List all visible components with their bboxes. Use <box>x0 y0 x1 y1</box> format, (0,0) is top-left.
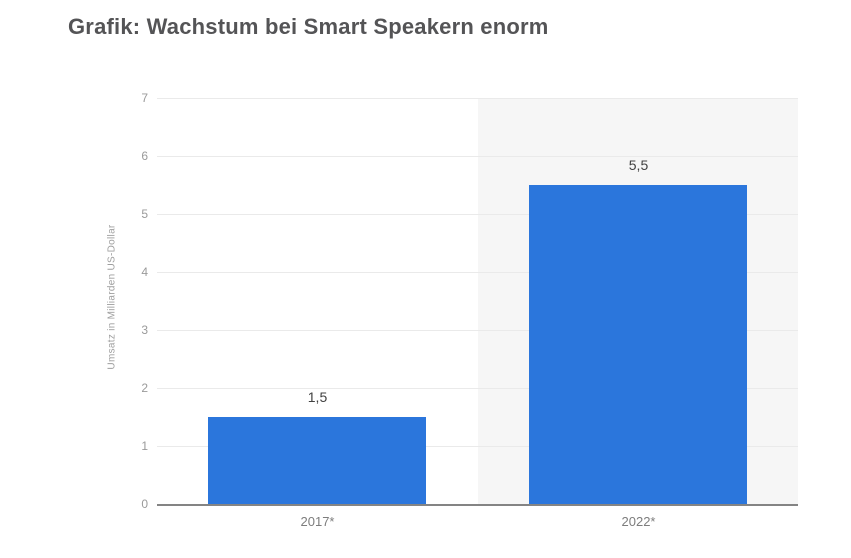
y-tick-label: 2 <box>141 381 148 395</box>
y-tick-label: 7 <box>141 91 148 105</box>
y-tick-label: 3 <box>141 323 148 337</box>
bar <box>208 417 426 504</box>
gridline <box>157 446 798 447</box>
gridline <box>157 156 798 157</box>
gridline <box>157 214 798 215</box>
gridline <box>157 272 798 273</box>
y-tick-label: 5 <box>141 207 148 221</box>
y-tick-label: 4 <box>141 265 148 279</box>
gridline <box>157 330 798 331</box>
gridline <box>157 98 798 99</box>
chart-title: Grafik: Wachstum bei Smart Speakern enor… <box>68 14 549 39</box>
x-axis-line <box>157 504 798 506</box>
plot-area <box>157 98 798 504</box>
x-category-label: 2017* <box>300 514 335 529</box>
y-tick-label: 6 <box>141 149 148 163</box>
x-category-label: 2022* <box>621 514 656 529</box>
y-axis-title: Umsatz in Milliarden US-Dollar <box>106 224 118 370</box>
y-tick-label: 0 <box>141 497 148 511</box>
bar-value-label: 5,5 <box>628 157 649 173</box>
gridline <box>157 388 798 389</box>
bar <box>529 185 747 504</box>
bar-value-label: 1,5 <box>307 389 328 405</box>
y-tick-label: 1 <box>141 439 148 453</box>
